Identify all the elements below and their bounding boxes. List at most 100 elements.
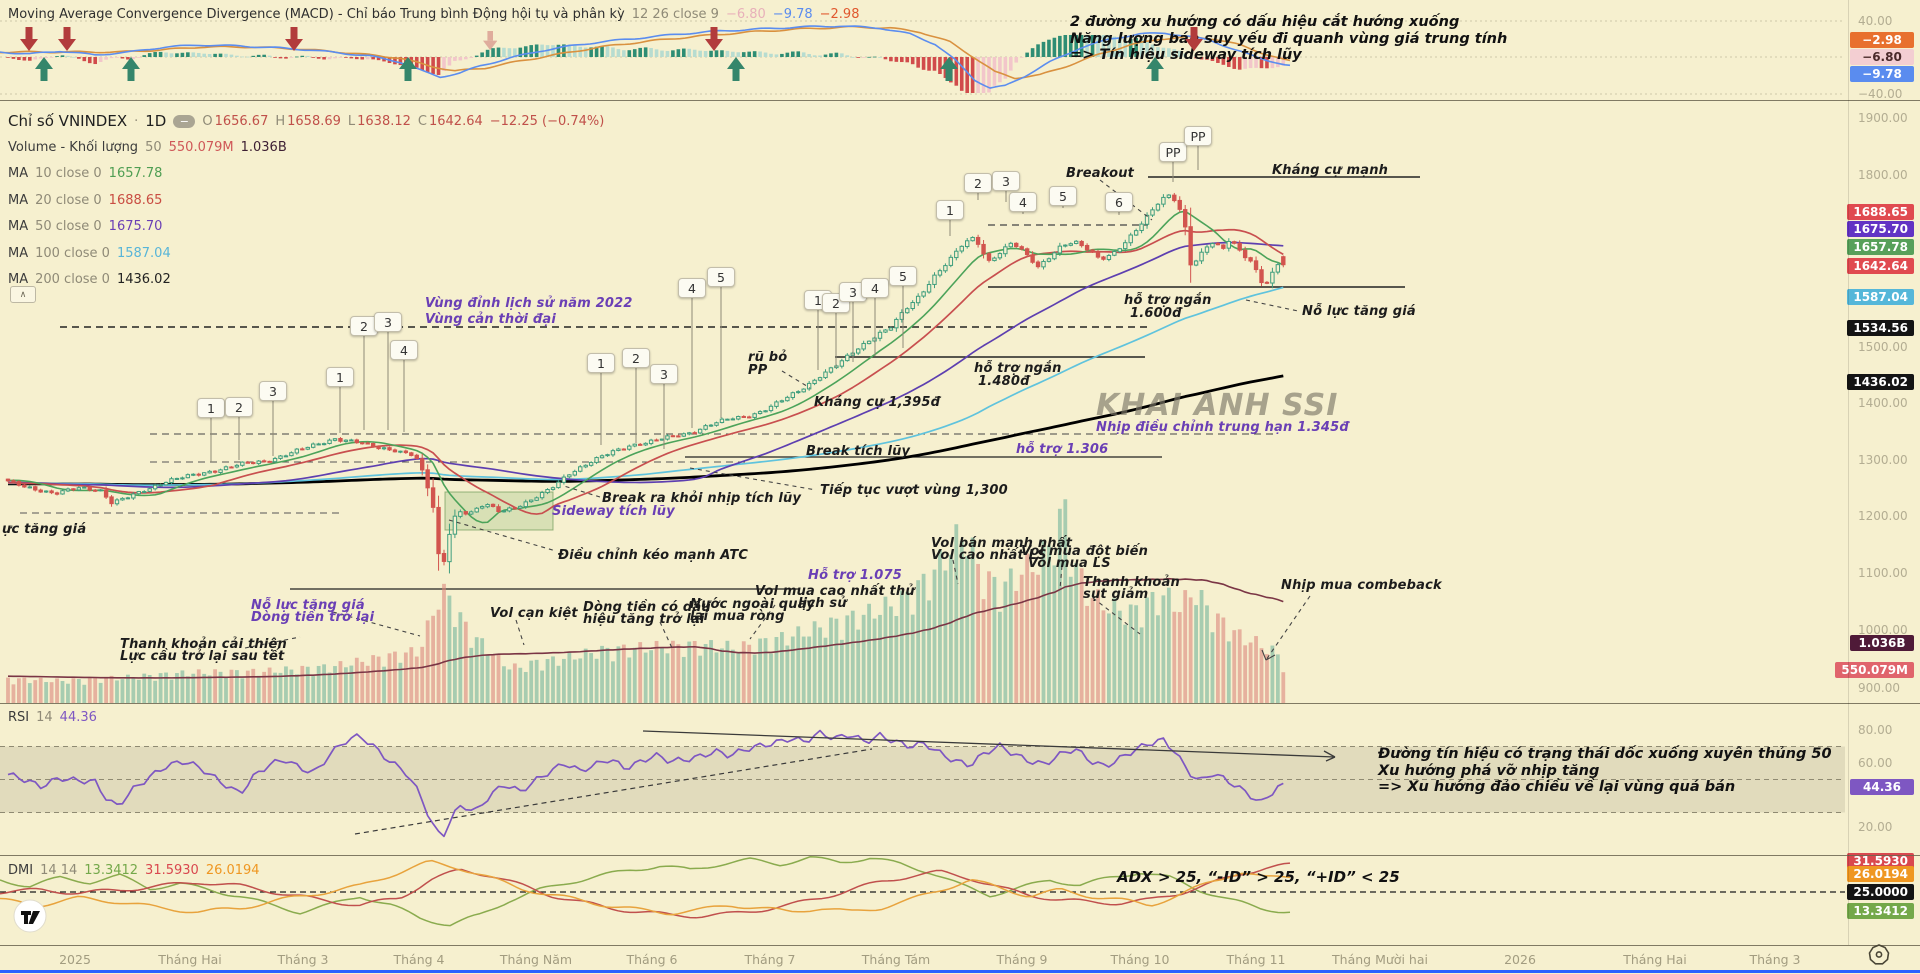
drawing-annotation[interactable]: Nỗ lực tăng giá xyxy=(1302,304,1416,319)
drawing-annotation[interactable]: Vol cạn kiệt xyxy=(490,606,578,621)
callout-label-1[interactable]: 1 xyxy=(587,353,615,373)
drawing-annotation[interactable]: hỗ trợ 1.306 xyxy=(1016,442,1109,457)
drawing-annotation[interactable]: Sideway tích lũy xyxy=(552,504,675,519)
macd-sell-arrow-icon xyxy=(20,27,38,51)
drawing-annotation[interactable]: Dòng tiền trở lại xyxy=(251,610,375,625)
drawing-annotation[interactable]: Nước ngoài quay xyxy=(690,597,815,612)
ma-legend-row[interactable]: MA 100 close 0 1587.04 xyxy=(8,246,171,261)
callout-label-5[interactable]: 5 xyxy=(889,266,917,286)
panel-separator-main-rsi[interactable] xyxy=(0,703,1920,704)
drawing-annotation[interactable]: Kháng cự mạnh xyxy=(1272,163,1389,178)
callout-label-3[interactable]: 3 xyxy=(374,312,402,332)
macd-hist-value: −6.80 xyxy=(725,7,766,22)
panel-separator-macd[interactable] xyxy=(0,100,1920,101)
macd-legend[interactable]: Moving Average Convergence Divergence (M… xyxy=(8,7,859,22)
drawing-annotation[interactable]: Vol cao nhất LS xyxy=(931,548,1047,563)
ma-legend-row[interactable]: MA 50 close 0 1675.70 xyxy=(8,219,162,234)
callout-label-4[interactable]: 4 xyxy=(678,278,706,298)
axis-badge: 1534.56 xyxy=(1847,320,1914,336)
time-axis-label: Tháng 11 xyxy=(1226,952,1286,967)
drawing-annotation[interactable]: 1.600đ xyxy=(1130,306,1182,321)
drawing-annotation[interactable]: Lực cầu trở lại sau tết xyxy=(120,649,285,664)
callout-label-3[interactable]: 3 xyxy=(650,364,678,384)
drawing-annotation[interactable]: Kháng cự 1,395đ xyxy=(814,395,941,410)
callout-label-4[interactable]: 4 xyxy=(390,340,418,360)
drawing-annotation[interactable]: ực tăng giá xyxy=(2,522,87,537)
drawing-annotation[interactable]: hỗ trợ ngắn xyxy=(1124,293,1212,308)
ma-param: 200 close 0 xyxy=(35,272,110,287)
rsi-annotation-line2: Xu hướng phá vỡ nhịp tăng xyxy=(1378,762,1600,779)
callout-label-2[interactable]: 2 xyxy=(225,397,253,417)
ma-legend-row[interactable]: MA 20 close 0 1688.65 xyxy=(8,193,162,208)
time-axis-settings-gear-icon[interactable] xyxy=(1866,942,1892,968)
drawing-annotation[interactable]: Vol mua đột biến xyxy=(1021,544,1149,559)
axis-badge: 31.5930 xyxy=(1847,853,1914,869)
drawing-annotation[interactable]: Tiếp tục vượt vùng 1,300 xyxy=(820,483,1008,498)
drawing-annotation[interactable]: lại mua ròng xyxy=(690,609,785,624)
drawing-annotation[interactable]: Nhịp mua combeback xyxy=(1281,578,1442,593)
callout-label-1[interactable]: 1 xyxy=(936,200,964,220)
close-label: C xyxy=(417,113,427,129)
axis-badge: 1587.04 xyxy=(1847,289,1914,305)
drawing-annotation[interactable]: hỗ trợ ngắn xyxy=(974,361,1062,376)
drawing-annotation[interactable]: Dòng tiền có dấu xyxy=(583,600,711,615)
callout-label-4[interactable]: 4 xyxy=(861,278,889,298)
time-axis-label: 2025 xyxy=(59,952,91,967)
drawing-annotation[interactable]: Thanh khoản cải thiện xyxy=(120,637,287,652)
drawing-annotation[interactable]: Vol mua LS xyxy=(1028,556,1111,571)
drawing-annotation[interactable]: Hỗ trợ 1.075 xyxy=(808,568,902,583)
panel-separator-rsi-dmi[interactable] xyxy=(0,855,1920,856)
drawing-annotation[interactable]: Breakout xyxy=(1066,166,1135,181)
callout-label-1[interactable]: 1 xyxy=(197,398,225,418)
ma-legend-row[interactable]: MA 200 close 0 1436.02 xyxy=(8,272,171,287)
panel-separator-time-axis[interactable] xyxy=(0,945,1920,946)
drawing-annotation[interactable]: PP xyxy=(748,363,768,378)
drawing-annotation[interactable]: Vùng cản thời đại xyxy=(425,312,557,327)
macd-buy-arrow-icon xyxy=(122,57,140,81)
callout-label-4[interactable]: 4 xyxy=(1009,192,1037,212)
axis-tick-label: 1400.00 xyxy=(1858,396,1908,410)
callout-label-3[interactable]: 3 xyxy=(992,171,1020,191)
callout-label-5[interactable]: 5 xyxy=(1049,186,1077,206)
callout-label-6[interactable]: 6 xyxy=(1105,192,1133,212)
drawing-annotation[interactable]: Vol mua cao nhất thử xyxy=(755,584,915,599)
callout-label-3[interactable]: 3 xyxy=(259,381,287,401)
drawing-annotation[interactable]: sụt giảm xyxy=(1083,587,1149,602)
change-value: −12.25 (−0.74%) xyxy=(489,113,605,129)
drawing-annotation[interactable]: Thanh khoản xyxy=(1083,575,1180,590)
drawing-annotation[interactable]: hiệu tăng trở lại xyxy=(583,612,705,627)
ma-legend-row[interactable]: MA 10 close 0 1657.78 xyxy=(8,166,162,181)
volume-legend[interactable]: Volume - Khối lượng 50 550.079M 1.036B xyxy=(8,140,287,155)
macd-sell-arrow-icon xyxy=(58,27,76,51)
rsi-legend[interactable]: RSI 14 44.36 xyxy=(8,710,97,725)
hide-indicator-icon[interactable]: − xyxy=(173,114,196,128)
collapse-indicators-button[interactable]: ∧ xyxy=(10,286,36,303)
open-value: 1656.67 xyxy=(214,113,269,129)
drawing-annotation[interactable]: rũ bỏ xyxy=(748,350,788,365)
callout-label-2[interactable]: 2 xyxy=(964,173,992,193)
symbol-legend[interactable]: Chỉ số VNINDEX · 1D − O 1656.67 H 1658.69 … xyxy=(8,112,604,130)
symbol-name: Chỉ số VNINDEX xyxy=(8,112,128,130)
volume-title: Volume - Khối lượng xyxy=(8,140,139,155)
drawing-annotation[interactable]: Break tích lũy xyxy=(806,444,911,459)
drawing-annotation[interactable]: Nỗ lực tăng giá xyxy=(251,598,365,613)
callout-label-3[interactable]: 3 xyxy=(839,282,867,302)
axis-badge: 550.079M xyxy=(1835,662,1914,678)
drawing-annotation[interactable]: 1.480đ xyxy=(978,374,1030,389)
drawing-annotation[interactable]: lịch sử xyxy=(798,596,847,611)
axis-badge: 1.036B xyxy=(1850,635,1914,651)
callout-label-pp[interactable]: PP xyxy=(1184,126,1212,146)
drawing-annotation[interactable]: Vol bán mạnh nhất xyxy=(931,536,1073,551)
drawing-annotation[interactable]: Vùng đỉnh lịch sử năm 2022 xyxy=(425,296,633,311)
callout-label-2[interactable]: 2 xyxy=(622,348,650,368)
dmi-legend[interactable]: DMI 14 14 13.3412 31.5930 26.0194 xyxy=(8,863,260,878)
drawing-annotation[interactable]: Break ra khỏi nhịp tích lũy xyxy=(602,491,802,506)
drawing-annotation[interactable]: Điều chỉnh kéo mạnh ATC xyxy=(558,548,749,563)
tradingview-logo[interactable] xyxy=(12,898,48,934)
callout-label-1[interactable]: 1 xyxy=(326,367,354,387)
callout-label-5[interactable]: 5 xyxy=(707,267,735,287)
drawing-annotation[interactable]: Nhịp điều chỉnh trung hạn 1.345đ xyxy=(1096,420,1349,435)
callout-label-pp[interactable]: PP xyxy=(1159,142,1187,162)
ma-value: 1587.04 xyxy=(116,246,171,261)
